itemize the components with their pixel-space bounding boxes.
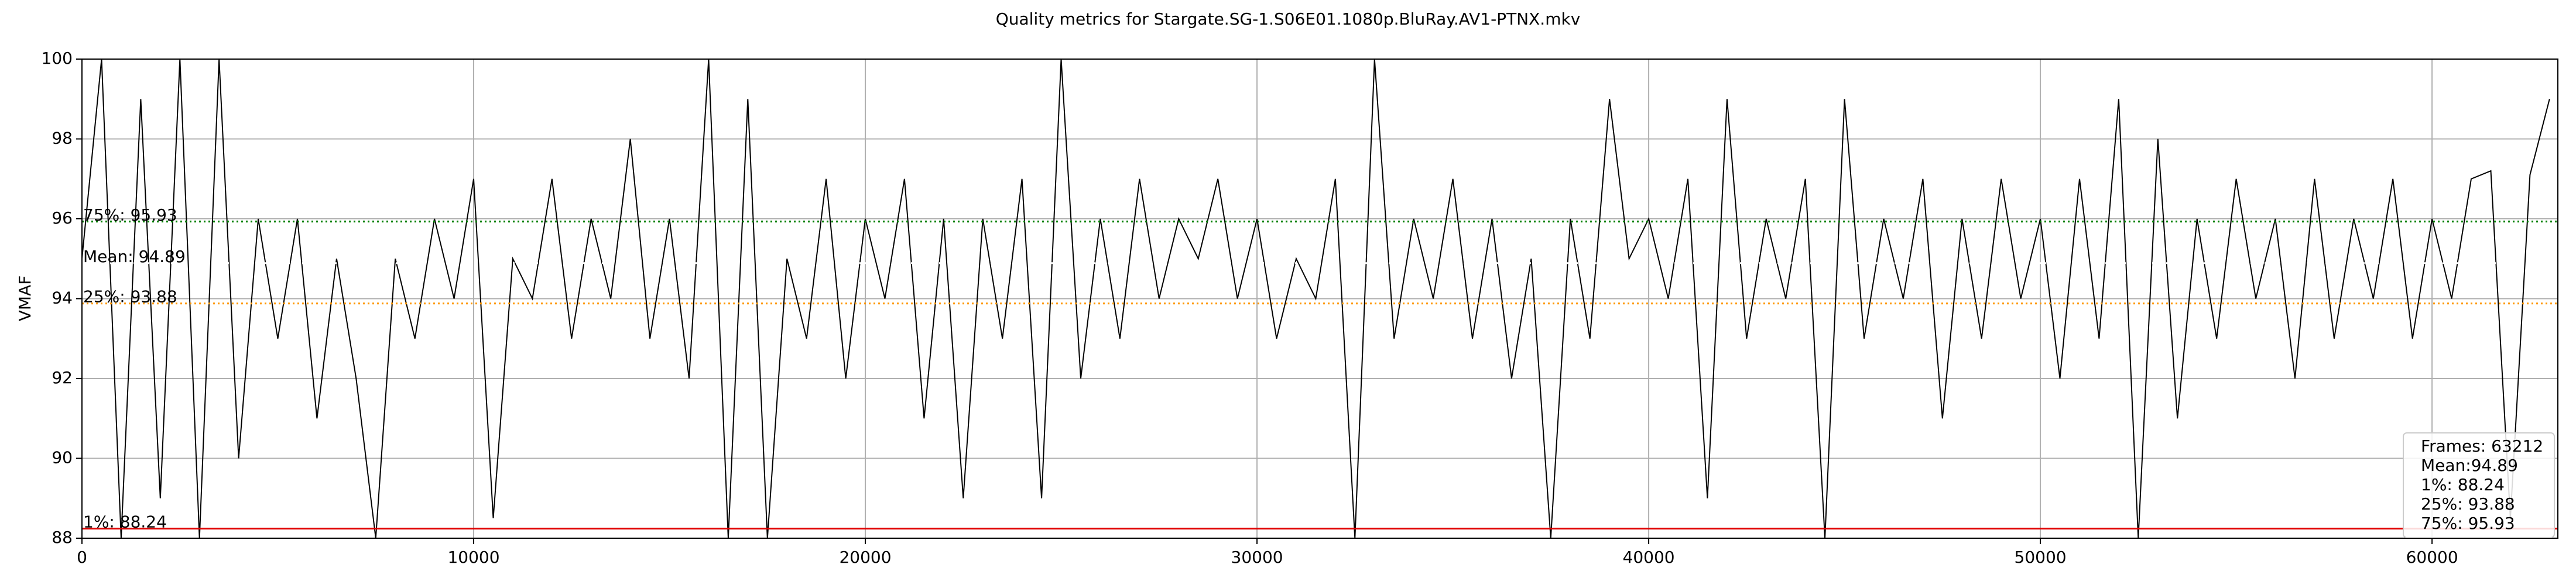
- y-tick-label: 88: [52, 528, 73, 547]
- y-tick-label: 96: [52, 208, 73, 228]
- x-tick-label: 10000: [447, 548, 499, 567]
- x-tick-label: 30000: [1231, 548, 1283, 567]
- y-tick-label: 98: [52, 129, 73, 148]
- stats-text: 25%: 93.88: [2421, 494, 2515, 514]
- chart-title: Quality metrics for Stargate.SG-1.S06E01…: [996, 9, 1581, 29]
- y-axis-label: VMAF: [15, 276, 35, 322]
- x-tick-label: 50000: [2015, 548, 2067, 567]
- reference-label: 75%: 95.93: [83, 205, 177, 225]
- data-line: [82, 59, 2550, 538]
- x-tick-label: 20000: [839, 548, 891, 567]
- stats-box: [2403, 432, 2555, 538]
- reference-label: 25%: 93.88: [83, 287, 177, 307]
- stats-text: 75%: 95.93: [2421, 514, 2515, 533]
- x-tick-label: 0: [77, 548, 87, 567]
- y-tick-label: 94: [52, 288, 73, 308]
- y-tick-label: 100: [42, 49, 73, 68]
- y-tick-label: 90: [52, 448, 73, 467]
- reference-label: Mean: 94.89: [83, 247, 186, 266]
- stats-text: Mean:94.89: [2421, 456, 2518, 475]
- reference-label: 1%: 88.24: [83, 512, 167, 532]
- x-tick-label: 40000: [1623, 548, 1675, 567]
- plot-frame: [81, 58, 2558, 539]
- stats-text: 1%: 88.24: [2421, 475, 2505, 494]
- stats-text: Frames: 63212: [2421, 436, 2543, 456]
- y-tick-label: 92: [52, 368, 73, 387]
- x-tick-label: 60000: [2406, 548, 2458, 567]
